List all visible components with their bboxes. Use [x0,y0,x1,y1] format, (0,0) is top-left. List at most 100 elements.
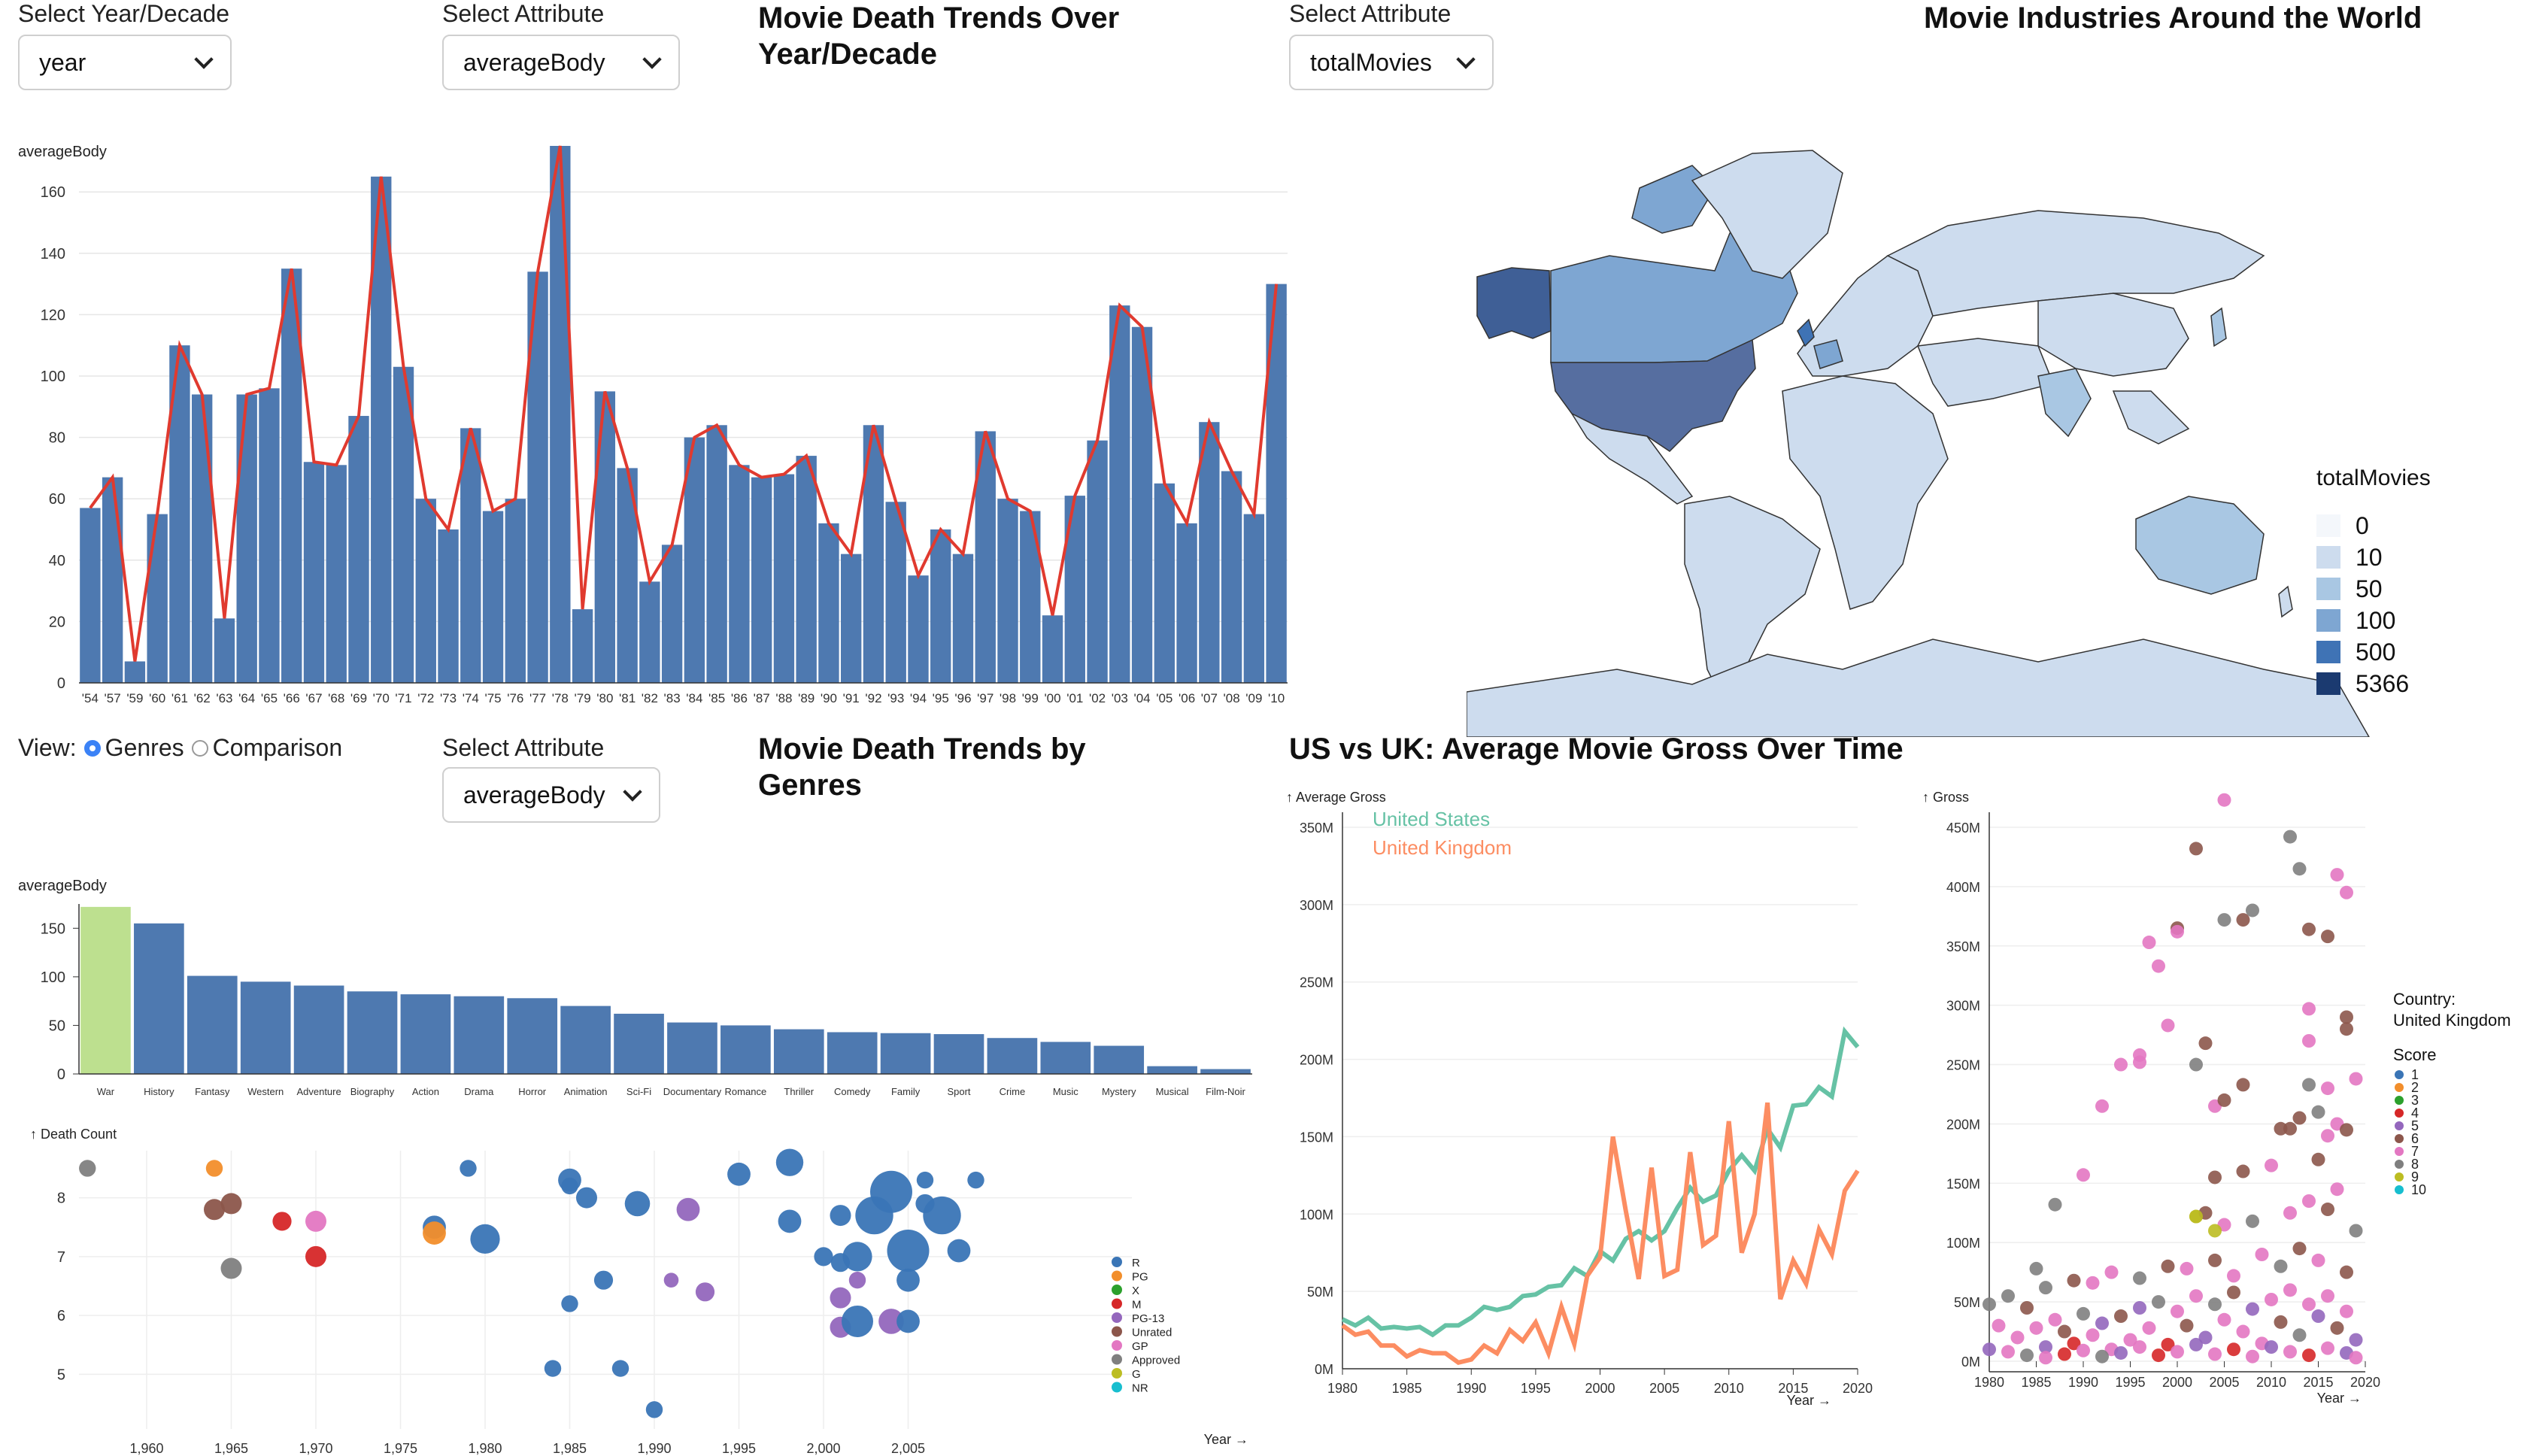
genre-attr-select[interactable]: averageBody [442,767,660,823]
view-genres-radio[interactable] [83,739,101,757]
legend-swatch [2316,514,2340,537]
scatter-point [878,1309,904,1334]
legend-label: 6 [2411,1131,2419,1146]
bar [751,477,772,683]
y-tick-label: 50M [1307,1285,1333,1300]
region-south-america[interactable] [1684,496,1821,701]
bar [240,981,291,1074]
x-tick-label: '77 [529,691,546,705]
y-tick-label: 150M [1946,1176,1980,1191]
region-greenland[interactable] [1691,150,1843,279]
x-tick-label: '09 [1245,691,1262,705]
y-axis-label: ↑ Average Gross [1286,790,1386,805]
scatter-point [2311,1105,2325,1119]
x-tick-label: '04 [1133,691,1150,705]
x-tick-label: '66 [284,691,300,705]
legend-swatch [1112,1382,1122,1393]
y-axis-label: ↑ Death Count [30,1127,117,1142]
x-tick-label: '99 [1022,691,1039,705]
region-france[interactable] [1813,339,1843,369]
bar [454,996,505,1074]
scatter-point [2029,1261,2043,1276]
map-legend: totalMovies 0 10 50 100 500 5366 [2316,466,2431,697]
map-attr-select[interactable]: totalMovies [1289,35,1494,90]
bar [259,388,280,683]
scatter-point [2302,1078,2316,1092]
x-tick-label: 2010 [2256,1375,2286,1390]
scatter-point [2208,1224,2222,1238]
x-tick-label: '71 [395,691,411,705]
scatter-point [2330,1321,2344,1335]
scatter-point [2349,1224,2363,1238]
x-tick-label: 2000 [1585,1381,1615,1396]
bar [1221,471,1242,683]
x-tick-label: 2020 [2350,1375,2380,1390]
x-tick-label: '54 [82,691,99,705]
region-australia[interactable] [2135,496,2265,595]
x-tick-label: '02 [1089,691,1106,705]
scatter-point [2001,1345,2015,1359]
scatter-point [2001,1289,2015,1303]
scatter-point [2292,862,2307,876]
region-india[interactable] [2037,368,2092,438]
view-genres-label[interactable]: Genres [105,734,184,761]
legend-swatch [2395,1070,2404,1079]
x-tick-label: '05 [1156,691,1172,705]
region-africa[interactable] [1782,375,1949,610]
bar [952,554,974,683]
legend-label: 5366 [2356,670,2409,697]
scatter-point [2236,1078,2250,1092]
scatter-point [2095,1316,2109,1330]
legend-label: 8 [2411,1157,2419,1172]
x-tick-label: Sci-Fi [626,1086,651,1097]
view-label: View: [18,734,77,761]
scatter-point [2302,1034,2316,1048]
us-uk-line-chart: ↑ Average Gross 0M 50M 100M 150M 200M 250M 300M… [1286,790,1873,1408]
scatter-point [2227,1285,2240,1300]
region-new-zealand[interactable] [2278,585,2293,618]
region-uk[interactable] [1797,318,1815,347]
x-tick-label: 2015 [2303,1375,2333,1390]
bar [706,425,727,683]
y-tick-label: 0 [57,1066,65,1083]
legend-swatch [1112,1312,1122,1323]
year-select[interactable]: year [18,35,232,90]
genre-attr-select-value: averageBody [463,781,605,808]
x-tick-label: 2005 [1649,1381,1679,1396]
region-antarctica[interactable] [1467,639,2370,737]
x-tick-label: Horror [518,1086,547,1097]
x-tick-label: '88 [775,691,792,705]
region-middle-east[interactable] [1916,338,2055,407]
region-russia[interactable] [1886,210,2265,317]
x-tick-label: 2005 [2209,1375,2239,1390]
bar [1040,1042,1091,1074]
scatter-point [2029,1321,2043,1335]
region-se-asia[interactable] [2112,390,2190,444]
scatter-point [2058,1347,2071,1361]
scatter-point [2236,913,2250,927]
uk-gross-scatter-chart: ↑ Gross 0M 50M 100M 150M 200M 250M 300M 350M 400M… [1922,790,2511,1406]
region-japan[interactable] [2210,307,2227,347]
bar [880,1033,931,1074]
view-comparison-label[interactable]: Comparison [212,734,343,761]
bar [1243,514,1265,683]
view-comparison-radio[interactable] [191,739,208,757]
bar [572,609,593,683]
legend-label: 5 [2411,1118,2419,1133]
region-mexico[interactable] [1570,412,1694,505]
region-alaska[interactable] [1476,267,1552,339]
legend-swatch [2316,641,2340,663]
x-tick-label: 1980 [1327,1381,1358,1396]
legend-label: 10 [2411,1182,2426,1197]
world-map: totalMovies 0 10 50 100 500 5366 [1467,150,2431,737]
region-china[interactable] [2037,293,2189,377]
x-tick-label: '67 [305,691,322,705]
scatter-point [2208,1170,2222,1185]
scatter-point [561,1177,578,1195]
x-tick-label: 2000 [2162,1375,2192,1390]
scatter-point [645,1401,663,1418]
x-tick-label: Adventure [296,1086,341,1097]
legend-swatch [2316,609,2340,632]
attr-select[interactable]: averageBody [442,35,680,90]
scatter-point [2067,1273,2081,1288]
